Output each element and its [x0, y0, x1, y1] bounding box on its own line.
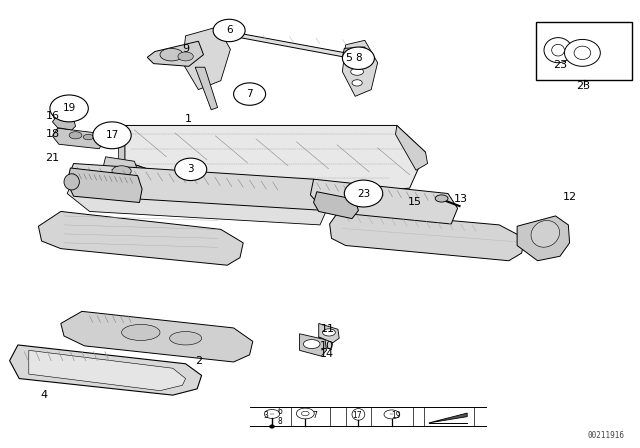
Polygon shape [342, 40, 378, 96]
Polygon shape [300, 334, 326, 356]
Ellipse shape [531, 220, 559, 247]
Polygon shape [234, 32, 351, 58]
Ellipse shape [122, 324, 160, 340]
Text: 12: 12 [563, 192, 577, 202]
Polygon shape [102, 157, 141, 188]
Ellipse shape [435, 195, 448, 202]
Polygon shape [517, 216, 570, 261]
Polygon shape [147, 41, 204, 66]
Polygon shape [38, 211, 243, 265]
Polygon shape [52, 128, 104, 149]
Polygon shape [314, 192, 358, 219]
Circle shape [234, 83, 266, 105]
Ellipse shape [269, 425, 275, 428]
Polygon shape [125, 161, 243, 215]
Ellipse shape [301, 411, 309, 416]
Ellipse shape [64, 174, 79, 190]
Text: 23: 23 [357, 189, 370, 198]
Polygon shape [182, 27, 230, 90]
Bar [536, 22, 632, 80]
Text: 7: 7 [246, 89, 253, 99]
Ellipse shape [349, 54, 365, 63]
Ellipse shape [264, 409, 280, 418]
Polygon shape [52, 116, 76, 130]
Text: 5: 5 [346, 53, 352, 63]
Polygon shape [319, 337, 333, 349]
Polygon shape [67, 168, 142, 202]
Circle shape [213, 19, 245, 42]
Text: 9: 9 [182, 44, 189, 54]
Text: 21: 21 [45, 153, 60, 163]
Ellipse shape [69, 132, 82, 139]
Text: 13: 13 [454, 194, 468, 204]
Circle shape [175, 158, 207, 181]
Text: 23: 23 [577, 81, 591, 91]
Polygon shape [61, 311, 253, 362]
Ellipse shape [178, 52, 193, 61]
Ellipse shape [384, 410, 399, 419]
Text: 4: 4 [40, 390, 47, 400]
Text: 6: 6 [226, 26, 232, 35]
Polygon shape [429, 413, 467, 423]
Text: 15: 15 [408, 198, 422, 207]
Text: 18: 18 [45, 129, 60, 139]
Circle shape [50, 95, 88, 122]
Ellipse shape [303, 340, 320, 349]
Polygon shape [310, 179, 458, 224]
Polygon shape [125, 125, 426, 202]
Ellipse shape [216, 26, 234, 35]
Ellipse shape [351, 68, 364, 75]
Text: 3: 3 [263, 411, 268, 420]
Text: 1: 1 [186, 114, 192, 124]
Ellipse shape [574, 46, 591, 60]
Ellipse shape [83, 134, 93, 140]
Text: 16: 16 [45, 112, 60, 121]
Text: 8: 8 [355, 53, 362, 63]
Text: 11: 11 [321, 324, 335, 334]
Text: 6: 6 [278, 407, 283, 416]
Ellipse shape [160, 48, 183, 61]
Polygon shape [67, 179, 326, 225]
Polygon shape [195, 67, 218, 110]
Text: 14: 14 [319, 349, 333, 359]
Ellipse shape [323, 329, 335, 336]
Text: 17: 17 [352, 411, 362, 420]
Polygon shape [396, 125, 428, 170]
Text: 17: 17 [106, 130, 118, 140]
Text: 3: 3 [188, 164, 194, 174]
Text: 2: 2 [195, 356, 202, 366]
Circle shape [344, 180, 383, 207]
Polygon shape [10, 345, 202, 395]
Ellipse shape [296, 408, 314, 419]
Text: 19: 19 [390, 411, 401, 420]
Ellipse shape [352, 80, 362, 86]
Text: 00211916: 00211916 [587, 431, 624, 440]
Text: 8: 8 [278, 417, 283, 426]
Ellipse shape [544, 38, 572, 63]
Text: 23: 23 [553, 60, 567, 70]
Text: 7: 7 [312, 411, 317, 420]
Ellipse shape [352, 409, 365, 420]
Ellipse shape [112, 166, 131, 177]
Text: 19: 19 [63, 103, 76, 113]
Ellipse shape [170, 332, 202, 345]
Polygon shape [118, 125, 125, 164]
Polygon shape [330, 211, 525, 261]
Polygon shape [319, 323, 339, 343]
Ellipse shape [552, 44, 564, 56]
Polygon shape [342, 47, 368, 68]
Polygon shape [214, 23, 240, 39]
Polygon shape [29, 350, 186, 391]
Polygon shape [67, 164, 333, 211]
Circle shape [93, 122, 131, 149]
Text: 10: 10 [319, 341, 333, 351]
Circle shape [342, 47, 374, 69]
Ellipse shape [564, 39, 600, 66]
